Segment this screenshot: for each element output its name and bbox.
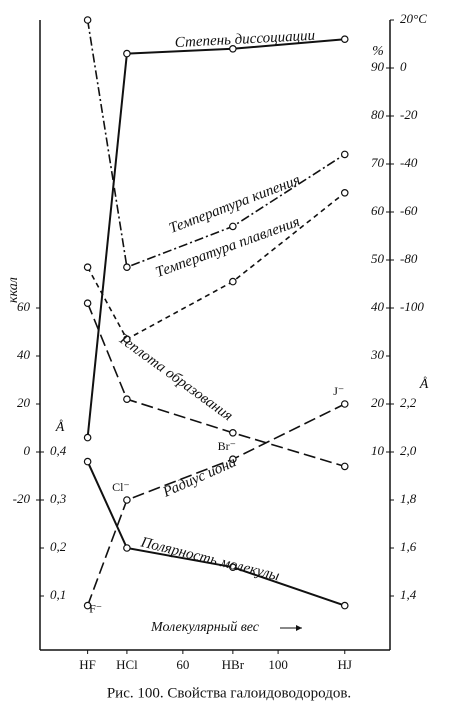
data-point — [340, 462, 349, 471]
y-tick-label: 40 — [371, 299, 385, 314]
series-name: Теплота образования — [115, 331, 235, 425]
y-tick-label: 0 — [24, 443, 31, 458]
series-name: Радиус иона — [160, 454, 239, 501]
series-line — [86, 19, 346, 269]
data-point — [123, 49, 131, 58]
y-axis-unit: Å — [55, 419, 65, 435]
y-tick-label: 1,4 — [400, 587, 417, 602]
y-tick-label: 0,2 — [50, 539, 67, 554]
y-tick-label: 2,0 — [400, 443, 417, 458]
point-label: J⁻ — [333, 384, 344, 398]
series-name: Полярность молекулы — [138, 534, 281, 584]
data-point — [229, 428, 237, 437]
y-tick-label: 60 — [371, 203, 385, 218]
y-tick-label: 0,4 — [50, 443, 67, 458]
y-tick-label: -60 — [400, 203, 418, 218]
point-label: Cl⁻ — [112, 480, 130, 494]
y-tick-label: 0,3 — [50, 491, 67, 506]
series-line — [86, 403, 346, 606]
series-line — [86, 38, 345, 438]
data-point — [229, 44, 237, 53]
point-label: Br⁻ — [218, 439, 236, 453]
data-point — [83, 457, 92, 466]
data-point — [340, 150, 349, 159]
y-tick-label: 2,2 — [400, 395, 417, 410]
series-line — [86, 302, 345, 468]
y-tick-label: 1,6 — [400, 539, 417, 554]
series-line — [86, 461, 346, 607]
data-point — [340, 35, 349, 44]
y-tick-label: 60 — [17, 299, 31, 314]
x-axis-label: Молекулярный вес — [150, 620, 260, 635]
y-tick-label: -20 — [400, 107, 418, 122]
data-point — [340, 601, 349, 610]
y-tick-label: 0 — [400, 59, 407, 74]
y-tick-label: 30 — [370, 347, 385, 362]
data-point — [123, 263, 131, 272]
data-point — [229, 277, 237, 286]
caption: Рис. 100. Свойства галоидоводородов. — [107, 685, 351, 701]
data-point — [123, 496, 131, 504]
data-point — [83, 263, 92, 272]
data-point — [83, 601, 92, 610]
data-point — [123, 335, 131, 344]
y-tick-label: 70 — [371, 155, 385, 170]
y-tick-label: 20°C — [400, 11, 427, 26]
y-tick-label: 10 — [371, 443, 385, 458]
y-tick-label: 1,8 — [400, 491, 417, 506]
y-tick-label: 50 — [371, 251, 385, 266]
data-point — [123, 395, 131, 404]
y-axis-unit: % — [372, 44, 384, 59]
y-tick-label: -80 — [400, 251, 418, 266]
data-point — [340, 189, 349, 197]
x-tick-label: HCl — [116, 657, 138, 672]
x-tick-label: 100 — [268, 657, 288, 672]
data-point — [83, 299, 92, 308]
x-tick-label: HJ — [338, 657, 352, 672]
series-line — [86, 192, 346, 341]
y-tick-label: 20 — [371, 395, 385, 410]
y-tick-label: 90 — [371, 59, 385, 74]
x-tick-label: HBr — [222, 657, 245, 672]
y-axis-unit: Å — [419, 376, 429, 392]
data-point — [123, 544, 131, 552]
y-tick-label: -40 — [400, 155, 418, 170]
data-point — [340, 400, 349, 408]
y-tick-label: 40 — [17, 347, 31, 362]
data-point — [229, 455, 237, 464]
y-tick-label: 80 — [371, 107, 385, 122]
data-point — [229, 563, 237, 572]
data-point — [83, 433, 92, 442]
x-tick-label: HF — [79, 657, 96, 672]
y-tick-label: 0,1 — [50, 587, 66, 602]
series-name: Степень диссоциации — [174, 28, 315, 51]
point-label: F⁻ — [89, 601, 102, 615]
data-point — [229, 222, 237, 231]
x-arrow-head — [296, 625, 302, 631]
data-point — [83, 16, 92, 24]
y-tick-label: 20 — [17, 395, 31, 410]
y-axis-unit: ккал — [6, 277, 21, 303]
x-tick-label: 60 — [176, 657, 189, 672]
y-tick-label: -100 — [400, 299, 424, 314]
y-tick-label: -20 — [13, 491, 31, 506]
